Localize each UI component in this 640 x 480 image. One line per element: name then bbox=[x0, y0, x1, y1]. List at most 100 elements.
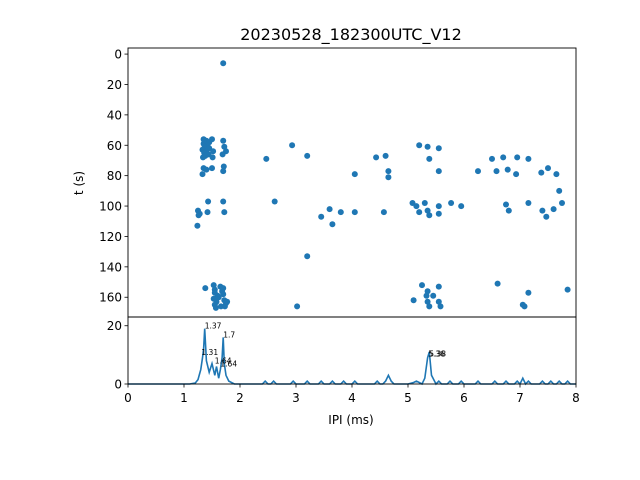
scatter-point bbox=[224, 298, 231, 305]
scatter-point bbox=[559, 200, 565, 206]
peak-annotations: 1.37 1.31 1.7 1.641.64 5.365.38 bbox=[201, 322, 446, 369]
scatter-point bbox=[416, 142, 423, 149]
y-tick-label: 40 bbox=[107, 108, 122, 122]
scatter-point bbox=[430, 292, 437, 299]
histogram-panel: 1.37 1.31 1.7 1.641.64 5.365.38 0 1 2 3 4 5 6 7 8 0 2… bbox=[107, 316, 580, 427]
scatter-point bbox=[209, 154, 216, 161]
scatter-point bbox=[220, 60, 227, 67]
y-tick-label: 160 bbox=[99, 291, 122, 305]
scatter-point bbox=[435, 168, 442, 175]
scatter-point bbox=[304, 253, 311, 260]
scatter-point bbox=[271, 198, 278, 205]
scatter-point bbox=[326, 206, 333, 213]
x-axis-label: IPI (ms) bbox=[328, 413, 373, 427]
scatter-point bbox=[513, 171, 520, 178]
peak-annotation: 1.7 bbox=[223, 330, 235, 339]
scatter-point bbox=[504, 166, 511, 173]
y-axis-label: t (s) bbox=[72, 171, 86, 195]
scatter-point bbox=[219, 151, 226, 158]
scatter-point bbox=[382, 152, 389, 159]
scatter-point bbox=[493, 168, 500, 175]
scatter-point bbox=[294, 303, 301, 310]
scatter-point bbox=[385, 174, 392, 181]
scatter-point bbox=[289, 142, 296, 149]
scatter-point bbox=[212, 304, 219, 311]
y-tick-label: 140 bbox=[99, 260, 122, 274]
scatter-y-ticks: 0 20 40 60 80 100 120 140 160 bbox=[99, 48, 128, 305]
scatter-point bbox=[435, 210, 442, 217]
scatter-point bbox=[525, 289, 532, 296]
x-tick-label: 6 bbox=[460, 391, 468, 405]
scatter-point bbox=[424, 207, 431, 214]
scatter-point bbox=[215, 294, 222, 301]
scatter-point bbox=[351, 209, 358, 216]
scatter-point bbox=[204, 209, 211, 216]
scatter-point bbox=[221, 143, 228, 150]
scatter-point bbox=[424, 143, 431, 150]
peak-annotation: 1.37 bbox=[205, 322, 222, 331]
scatter-panel: 0 20 40 60 80 100 120 140 160 t (s) bbox=[72, 47, 577, 318]
scatter-point bbox=[514, 154, 521, 161]
scatter-points bbox=[194, 60, 571, 311]
scatter-point bbox=[410, 297, 417, 304]
scatter-point bbox=[550, 206, 557, 213]
scatter-point bbox=[203, 166, 210, 173]
scatter-point bbox=[209, 136, 215, 143]
scatter-point bbox=[424, 298, 431, 305]
y-tick-label: 20 bbox=[107, 78, 122, 92]
scatter-point bbox=[209, 165, 215, 172]
scatter-point bbox=[521, 303, 528, 310]
x-tick-label: 2 bbox=[236, 391, 244, 405]
scatter-point bbox=[494, 280, 501, 287]
scatter-point bbox=[424, 288, 431, 295]
x-tick-label: 1 bbox=[180, 391, 188, 405]
scatter-point bbox=[503, 201, 509, 208]
scatter-point bbox=[373, 154, 380, 161]
scatter-point bbox=[318, 213, 325, 220]
peak-annotation: 1.31 bbox=[201, 348, 218, 357]
scatter-point bbox=[525, 155, 532, 162]
x-tick-label: 3 bbox=[292, 391, 300, 405]
peak-annotation: 5.36 bbox=[428, 349, 445, 358]
scatter-point bbox=[413, 203, 420, 210]
scatter-point bbox=[220, 137, 227, 144]
scatter-point bbox=[426, 155, 433, 162]
scatter-point bbox=[221, 303, 228, 310]
scatter-point bbox=[351, 171, 358, 178]
y-tick-label: 0 bbox=[114, 48, 122, 62]
scatter-point bbox=[380, 209, 387, 216]
y-tick-label: 80 bbox=[107, 169, 122, 183]
scatter-point bbox=[505, 207, 512, 214]
scatter-point bbox=[385, 168, 392, 175]
scatter-point bbox=[475, 168, 481, 175]
scatter-point bbox=[220, 163, 227, 170]
scatter-point bbox=[525, 200, 532, 206]
scatter-point bbox=[553, 171, 560, 178]
scatter-point bbox=[448, 200, 455, 206]
y-tick-label: 20 bbox=[107, 319, 122, 333]
scatter-point bbox=[556, 187, 563, 194]
peak-annotation: 1.64 bbox=[215, 357, 232, 366]
scatter-point bbox=[205, 198, 212, 205]
scatter-point bbox=[210, 148, 217, 155]
scatter-point bbox=[539, 207, 546, 214]
scatter-point bbox=[419, 282, 425, 289]
scatter-point bbox=[435, 203, 442, 210]
scatter-point bbox=[543, 213, 550, 220]
scatter-point bbox=[220, 291, 227, 298]
scatter-point bbox=[220, 168, 227, 175]
scatter-point bbox=[202, 285, 209, 292]
scatter-point bbox=[220, 198, 227, 205]
scatter-point bbox=[263, 155, 270, 162]
x-ticks: 0 1 2 3 4 5 6 7 8 bbox=[124, 384, 580, 405]
scatter-point bbox=[437, 303, 444, 310]
x-tick-label: 4 bbox=[348, 391, 356, 405]
scatter-point bbox=[489, 155, 495, 162]
scatter-point bbox=[426, 303, 433, 310]
scatter-point bbox=[426, 212, 433, 219]
histogram-y-ticks: 0 20 bbox=[107, 319, 128, 392]
scatter-point bbox=[200, 154, 206, 161]
scatter-point bbox=[304, 152, 311, 159]
scatter-point bbox=[220, 285, 227, 292]
scatter-point bbox=[435, 145, 442, 152]
